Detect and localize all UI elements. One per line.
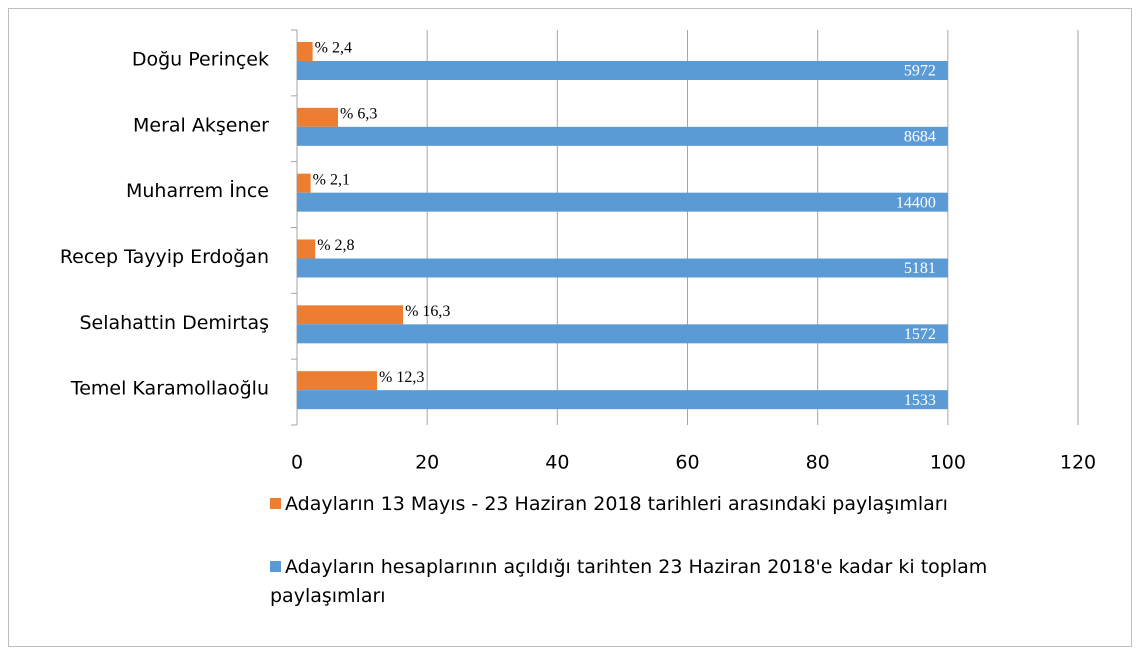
x-tick-label: 40 [545, 452, 569, 474]
data-label: % 12,3 [379, 369, 424, 386]
data-label: % 6,3 [340, 106, 377, 123]
data-label: 5972 [904, 63, 936, 80]
x-tick-label: 20 [415, 452, 439, 474]
bar [297, 390, 948, 410]
bar [297, 371, 378, 391]
legend-swatch [270, 561, 281, 572]
x-tick-label: 80 [806, 452, 830, 474]
y-tick-label: Doğu Perinçek [132, 48, 269, 70]
data-label: 14400 [896, 194, 936, 211]
bar [297, 61, 948, 80]
data-label: % 2,4 [315, 40, 352, 57]
legend-label: Adayların 13 Mayıs - 23 Haziran 2018 tar… [285, 493, 948, 515]
bar [297, 258, 948, 278]
y-tick-label: Muharrem İnce [126, 179, 269, 202]
x-tick-label: 0 [291, 452, 303, 474]
x-tick-label: 100 [930, 452, 966, 474]
y-tick-label: Meral Akşener [133, 114, 269, 136]
legend-swatch [270, 498, 281, 509]
data-label: % 16,3 [405, 303, 450, 320]
data-label: 8684 [904, 129, 936, 146]
y-tick-label: Recep Tayyip Erdoğan [60, 246, 269, 268]
data-label: % 2,8 [317, 237, 354, 254]
bar [297, 324, 948, 344]
data-label: 1533 [904, 392, 936, 409]
bar [297, 173, 311, 193]
legend-item: Adayların hesaplarının açıldığı tarihten… [270, 553, 1090, 611]
legend-label: Adayların hesaplarının açıldığı tarihten… [270, 556, 988, 607]
y-tick-label: Temel Karamollaoğlu [70, 378, 269, 400]
bar [297, 42, 313, 61]
y-tick-label: Selahattin Demirtaş [79, 312, 269, 334]
chart-frame [8, 8, 1132, 647]
bar [297, 305, 404, 325]
legend-item: Adayların 13 Mayıs - 23 Haziran 2018 tar… [270, 490, 1090, 519]
bar [297, 126, 948, 146]
data-label: 5181 [904, 260, 936, 277]
data-label: % 2,1 [313, 171, 350, 188]
data-label: 1572 [904, 326, 936, 343]
bar [297, 107, 339, 127]
x-tick-label: 60 [675, 452, 699, 474]
bar [297, 192, 948, 212]
bar [297, 239, 316, 259]
x-tick-label: 120 [1060, 452, 1096, 474]
